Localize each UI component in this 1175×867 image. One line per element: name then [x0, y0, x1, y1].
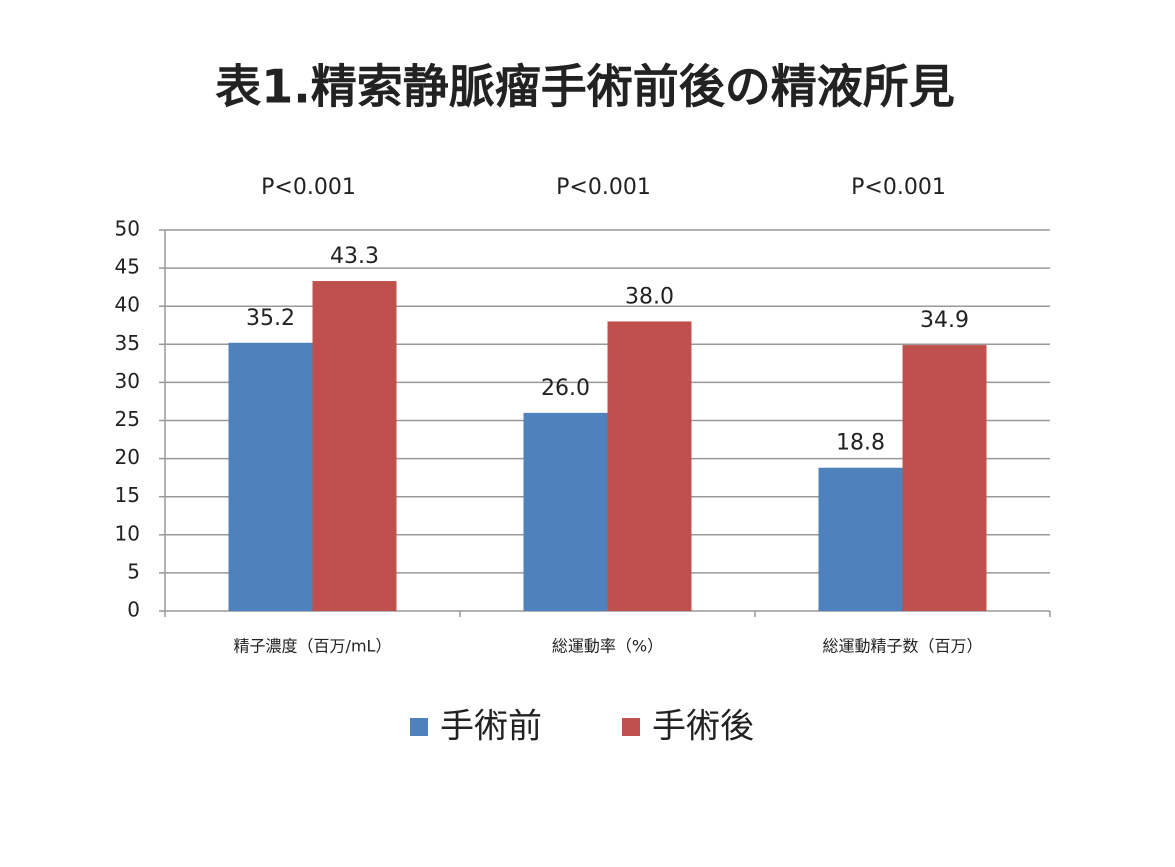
legend-label: 手術前 — [440, 707, 542, 747]
bar — [902, 345, 987, 611]
bar — [523, 412, 608, 611]
y-tick-label: 40 — [115, 293, 140, 317]
y-tick-label: 20 — [115, 445, 140, 469]
y-tick-label: 0 — [127, 598, 140, 622]
chart-title: 表1.精索静脈瘤手術前後の精液所見 — [215, 60, 954, 114]
y-tick-label: 5 — [127, 559, 140, 583]
y-tick-label: 35 — [115, 331, 140, 355]
x-tick-label: 精子濃度（百万/mL） — [234, 637, 392, 656]
legend-swatch — [410, 718, 428, 736]
value-label: 34.9 — [920, 308, 969, 333]
legend-label: 手術後 — [652, 707, 754, 747]
y-tick-label: 15 — [115, 483, 140, 507]
y-tick-label: 30 — [115, 369, 140, 393]
y-tick-label: 10 — [115, 521, 140, 545]
value-label: 35.2 — [246, 306, 295, 331]
value-label: 43.3 — [330, 244, 379, 269]
annotation: P<0.001 — [556, 175, 651, 200]
value-label: 38.0 — [625, 284, 674, 309]
y-tick-label: 25 — [115, 407, 140, 431]
bar — [312, 281, 397, 611]
value-label: 18.8 — [836, 431, 885, 456]
bar — [228, 342, 313, 611]
bar — [818, 467, 903, 611]
bar — [607, 321, 692, 611]
x-tick-label: 総運動率（%） — [552, 637, 663, 656]
annotation: P<0.001 — [261, 175, 356, 200]
legend-swatch — [622, 718, 640, 736]
value-label: 26.0 — [541, 376, 590, 401]
y-tick-label: 45 — [115, 255, 140, 279]
y-tick-label: 50 — [115, 217, 140, 241]
x-tick-label: 総運動精子数（百万） — [822, 637, 982, 656]
annotation: P<0.001 — [851, 175, 946, 200]
